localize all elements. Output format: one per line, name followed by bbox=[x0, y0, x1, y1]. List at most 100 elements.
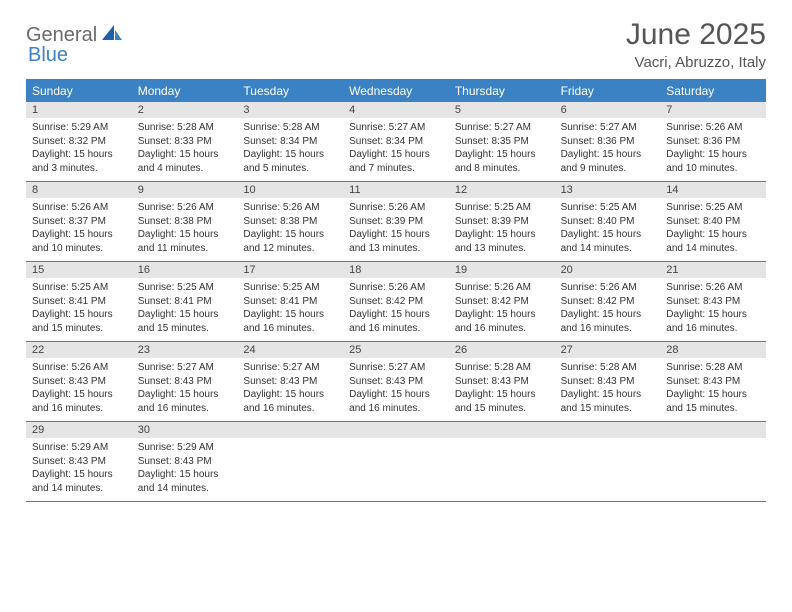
day-number: 6 bbox=[555, 102, 661, 118]
day-body bbox=[660, 438, 766, 441]
day-cell: 2Sunrise: 5:28 AMSunset: 8:33 PMDaylight… bbox=[132, 102, 238, 181]
logo-sub: Blue bbox=[28, 44, 68, 67]
daylight-line2: and 15 minutes. bbox=[666, 402, 760, 416]
sunset-text: Sunset: 8:34 PM bbox=[243, 135, 337, 149]
daylight-line2: and 14 minutes. bbox=[666, 242, 760, 256]
day-number: 26 bbox=[449, 342, 555, 358]
daylight-line2: and 5 minutes. bbox=[243, 162, 337, 176]
daylight-line1: Daylight: 15 hours bbox=[455, 308, 549, 322]
location-label: Vacri, Abruzzo, Italy bbox=[626, 54, 766, 71]
day-number: 12 bbox=[449, 182, 555, 198]
sunrise-text: Sunrise: 5:29 AM bbox=[32, 121, 126, 135]
logo-sail-icon bbox=[101, 24, 123, 47]
daylight-line1: Daylight: 15 hours bbox=[32, 228, 126, 242]
day-cell bbox=[449, 422, 555, 501]
day-cell bbox=[555, 422, 661, 501]
daylight-line1: Daylight: 15 hours bbox=[138, 468, 232, 482]
daylight-line2: and 15 minutes. bbox=[138, 322, 232, 336]
sunset-text: Sunset: 8:39 PM bbox=[349, 215, 443, 229]
title-block: June 2025 Vacri, Abruzzo, Italy bbox=[626, 18, 766, 71]
calendar-page: General June 2025 Vacri, Abruzzo, Italy … bbox=[0, 0, 792, 520]
day-body: Sunrise: 5:26 AMSunset: 8:37 PMDaylight:… bbox=[26, 198, 132, 255]
daylight-line2: and 14 minutes. bbox=[561, 242, 655, 256]
day-number: 10 bbox=[237, 182, 343, 198]
daylight-line1: Daylight: 15 hours bbox=[349, 228, 443, 242]
weeks-container: 1Sunrise: 5:29 AMSunset: 8:32 PMDaylight… bbox=[26, 102, 766, 502]
dow-wednesday: Wednesday bbox=[343, 80, 449, 102]
day-number: 11 bbox=[343, 182, 449, 198]
day-cell: 3Sunrise: 5:28 AMSunset: 8:34 PMDaylight… bbox=[237, 102, 343, 181]
day-number: 5 bbox=[449, 102, 555, 118]
sunrise-text: Sunrise: 5:26 AM bbox=[666, 121, 760, 135]
sunset-text: Sunset: 8:43 PM bbox=[666, 375, 760, 389]
daylight-line1: Daylight: 15 hours bbox=[666, 388, 760, 402]
day-body: Sunrise: 5:26 AMSunset: 8:39 PMDaylight:… bbox=[343, 198, 449, 255]
day-cell: 19Sunrise: 5:26 AMSunset: 8:42 PMDayligh… bbox=[449, 262, 555, 341]
day-number: 8 bbox=[26, 182, 132, 198]
day-number bbox=[555, 422, 661, 438]
day-body: Sunrise: 5:28 AMSunset: 8:43 PMDaylight:… bbox=[555, 358, 661, 415]
day-number bbox=[660, 422, 766, 438]
day-cell: 1Sunrise: 5:29 AMSunset: 8:32 PMDaylight… bbox=[26, 102, 132, 181]
sunrise-text: Sunrise: 5:27 AM bbox=[561, 121, 655, 135]
day-cell: 11Sunrise: 5:26 AMSunset: 8:39 PMDayligh… bbox=[343, 182, 449, 261]
sunrise-text: Sunrise: 5:25 AM bbox=[138, 281, 232, 295]
sunset-text: Sunset: 8:41 PM bbox=[32, 295, 126, 309]
sunset-text: Sunset: 8:39 PM bbox=[455, 215, 549, 229]
dow-tuesday: Tuesday bbox=[237, 80, 343, 102]
header: General June 2025 Vacri, Abruzzo, Italy bbox=[26, 18, 766, 71]
day-body: Sunrise: 5:25 AMSunset: 8:40 PMDaylight:… bbox=[660, 198, 766, 255]
day-cell: 26Sunrise: 5:28 AMSunset: 8:43 PMDayligh… bbox=[449, 342, 555, 421]
day-number bbox=[449, 422, 555, 438]
day-body: Sunrise: 5:28 AMSunset: 8:34 PMDaylight:… bbox=[237, 118, 343, 175]
sunset-text: Sunset: 8:43 PM bbox=[32, 375, 126, 389]
day-number: 28 bbox=[660, 342, 766, 358]
daylight-line1: Daylight: 15 hours bbox=[243, 228, 337, 242]
sunrise-text: Sunrise: 5:26 AM bbox=[666, 281, 760, 295]
day-body bbox=[449, 438, 555, 441]
daylight-line1: Daylight: 15 hours bbox=[138, 148, 232, 162]
day-body: Sunrise: 5:26 AMSunset: 8:36 PMDaylight:… bbox=[660, 118, 766, 175]
sunrise-text: Sunrise: 5:28 AM bbox=[455, 361, 549, 375]
day-number: 17 bbox=[237, 262, 343, 278]
sunset-text: Sunset: 8:43 PM bbox=[138, 455, 232, 469]
day-cell: 17Sunrise: 5:25 AMSunset: 8:41 PMDayligh… bbox=[237, 262, 343, 341]
logo-text-blue: Blue bbox=[28, 44, 68, 66]
sunset-text: Sunset: 8:43 PM bbox=[32, 455, 126, 469]
sunset-text: Sunset: 8:33 PM bbox=[138, 135, 232, 149]
daylight-line1: Daylight: 15 hours bbox=[455, 388, 549, 402]
daylight-line1: Daylight: 15 hours bbox=[666, 148, 760, 162]
day-number: 3 bbox=[237, 102, 343, 118]
daylight-line2: and 16 minutes. bbox=[561, 322, 655, 336]
day-body: Sunrise: 5:25 AMSunset: 8:41 PMDaylight:… bbox=[237, 278, 343, 335]
sunrise-text: Sunrise: 5:27 AM bbox=[455, 121, 549, 135]
sunset-text: Sunset: 8:42 PM bbox=[349, 295, 443, 309]
day-number: 2 bbox=[132, 102, 238, 118]
daylight-line2: and 14 minutes. bbox=[32, 482, 126, 496]
daylight-line2: and 15 minutes. bbox=[455, 402, 549, 416]
day-cell: 30Sunrise: 5:29 AMSunset: 8:43 PMDayligh… bbox=[132, 422, 238, 501]
daylight-line2: and 4 minutes. bbox=[138, 162, 232, 176]
day-body: Sunrise: 5:26 AMSunset: 8:43 PMDaylight:… bbox=[660, 278, 766, 335]
day-cell bbox=[237, 422, 343, 501]
sunset-text: Sunset: 8:42 PM bbox=[455, 295, 549, 309]
sunset-text: Sunset: 8:40 PM bbox=[666, 215, 760, 229]
sunset-text: Sunset: 8:38 PM bbox=[138, 215, 232, 229]
daylight-line2: and 13 minutes. bbox=[455, 242, 549, 256]
daylight-line2: and 16 minutes. bbox=[349, 322, 443, 336]
day-body: Sunrise: 5:25 AMSunset: 8:39 PMDaylight:… bbox=[449, 198, 555, 255]
day-cell: 13Sunrise: 5:25 AMSunset: 8:40 PMDayligh… bbox=[555, 182, 661, 261]
daylight-line2: and 9 minutes. bbox=[561, 162, 655, 176]
day-cell bbox=[343, 422, 449, 501]
day-number bbox=[237, 422, 343, 438]
sunrise-text: Sunrise: 5:25 AM bbox=[455, 201, 549, 215]
day-number bbox=[343, 422, 449, 438]
sunset-text: Sunset: 8:41 PM bbox=[243, 295, 337, 309]
day-body: Sunrise: 5:26 AMSunset: 8:38 PMDaylight:… bbox=[237, 198, 343, 255]
sunset-text: Sunset: 8:43 PM bbox=[243, 375, 337, 389]
sunrise-text: Sunrise: 5:27 AM bbox=[243, 361, 337, 375]
day-cell: 24Sunrise: 5:27 AMSunset: 8:43 PMDayligh… bbox=[237, 342, 343, 421]
sunset-text: Sunset: 8:35 PM bbox=[455, 135, 549, 149]
daylight-line1: Daylight: 15 hours bbox=[666, 308, 760, 322]
daylight-line2: and 10 minutes. bbox=[666, 162, 760, 176]
